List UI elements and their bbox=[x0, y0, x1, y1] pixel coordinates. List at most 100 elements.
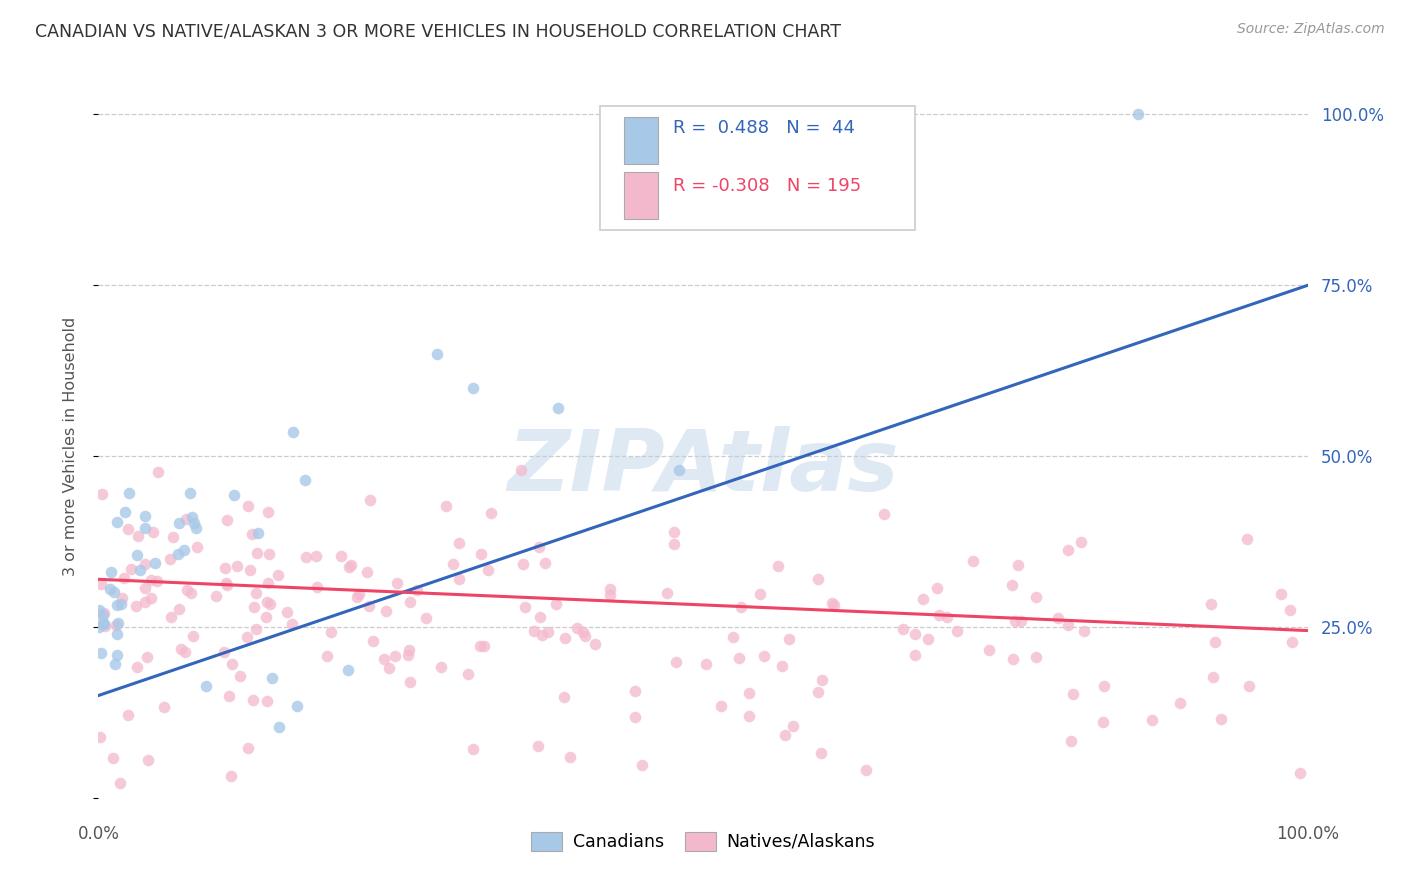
Point bbox=[101, 751, 124, 765]
Point bbox=[105, 648, 128, 662]
Point bbox=[1128, 107, 1150, 121]
Point bbox=[665, 655, 688, 669]
Point bbox=[361, 634, 384, 648]
Point bbox=[162, 531, 184, 545]
Point bbox=[527, 739, 550, 753]
Point bbox=[1004, 614, 1026, 628]
Point bbox=[512, 558, 534, 572]
Point bbox=[565, 622, 588, 636]
Point bbox=[104, 618, 127, 632]
Point bbox=[477, 563, 499, 577]
Point bbox=[1010, 614, 1032, 628]
Point bbox=[215, 577, 238, 591]
Point bbox=[94, 618, 117, 632]
Point bbox=[962, 554, 984, 568]
Point bbox=[1057, 543, 1080, 558]
Point bbox=[977, 643, 1000, 657]
Point bbox=[1073, 624, 1095, 638]
Point bbox=[1204, 635, 1226, 649]
Point bbox=[821, 596, 844, 610]
Point bbox=[1025, 590, 1047, 604]
Point bbox=[105, 627, 128, 641]
Point bbox=[544, 597, 567, 611]
Point bbox=[125, 548, 148, 562]
Point bbox=[470, 547, 492, 561]
Point bbox=[89, 731, 111, 745]
Point bbox=[170, 642, 193, 657]
Point bbox=[100, 566, 122, 580]
Point bbox=[87, 620, 110, 634]
Point bbox=[749, 587, 772, 601]
Point bbox=[1237, 679, 1260, 693]
Point bbox=[107, 615, 129, 630]
Point bbox=[807, 684, 830, 698]
Point bbox=[346, 590, 368, 604]
Point bbox=[236, 630, 259, 644]
Point bbox=[337, 560, 360, 574]
Point bbox=[90, 646, 112, 660]
Point bbox=[1060, 734, 1083, 748]
Point bbox=[285, 698, 308, 713]
Point bbox=[167, 516, 190, 530]
Point bbox=[1001, 578, 1024, 592]
Point bbox=[240, 527, 263, 541]
Point bbox=[1092, 714, 1115, 729]
Point bbox=[472, 640, 495, 654]
Point bbox=[1289, 765, 1312, 780]
Point bbox=[125, 599, 148, 614]
Point bbox=[599, 588, 621, 602]
FancyBboxPatch shape bbox=[600, 106, 915, 230]
Point bbox=[262, 671, 284, 685]
Point bbox=[103, 584, 125, 599]
Point bbox=[441, 558, 464, 572]
Point bbox=[120, 562, 142, 576]
Point bbox=[599, 582, 621, 597]
Point bbox=[239, 563, 262, 577]
Point bbox=[267, 720, 290, 734]
Point bbox=[256, 610, 278, 624]
Point bbox=[114, 505, 136, 519]
Point bbox=[93, 616, 115, 631]
Point bbox=[359, 492, 381, 507]
Point bbox=[1007, 558, 1029, 572]
Point bbox=[129, 563, 152, 577]
Point bbox=[214, 560, 236, 574]
Point bbox=[1236, 532, 1258, 546]
Point bbox=[553, 690, 575, 705]
Point bbox=[173, 645, 195, 659]
Point bbox=[904, 648, 927, 663]
Point bbox=[855, 764, 877, 778]
Point bbox=[100, 582, 122, 596]
Point bbox=[572, 624, 595, 639]
Point bbox=[276, 605, 298, 619]
Point bbox=[142, 524, 165, 539]
Point bbox=[247, 525, 270, 540]
Point bbox=[281, 425, 304, 440]
Point bbox=[267, 568, 290, 582]
Point bbox=[778, 632, 800, 647]
Point bbox=[330, 549, 353, 563]
Point bbox=[523, 624, 546, 639]
Point bbox=[111, 591, 134, 605]
Point bbox=[872, 507, 894, 521]
Point bbox=[127, 659, 149, 673]
Point bbox=[426, 347, 449, 361]
Point bbox=[180, 510, 202, 524]
Point bbox=[754, 648, 776, 663]
Point bbox=[167, 547, 190, 561]
Point bbox=[134, 581, 156, 595]
Point bbox=[1092, 679, 1115, 693]
Point bbox=[159, 552, 181, 566]
Point bbox=[229, 668, 252, 682]
Point bbox=[904, 627, 927, 641]
Point bbox=[807, 572, 830, 586]
Point bbox=[515, 599, 537, 614]
Point bbox=[773, 728, 796, 742]
Point bbox=[146, 465, 169, 479]
Point bbox=[721, 630, 744, 644]
Point bbox=[259, 598, 281, 612]
Point bbox=[657, 586, 679, 600]
Point bbox=[533, 556, 555, 570]
Point bbox=[257, 506, 280, 520]
Point bbox=[415, 611, 437, 625]
